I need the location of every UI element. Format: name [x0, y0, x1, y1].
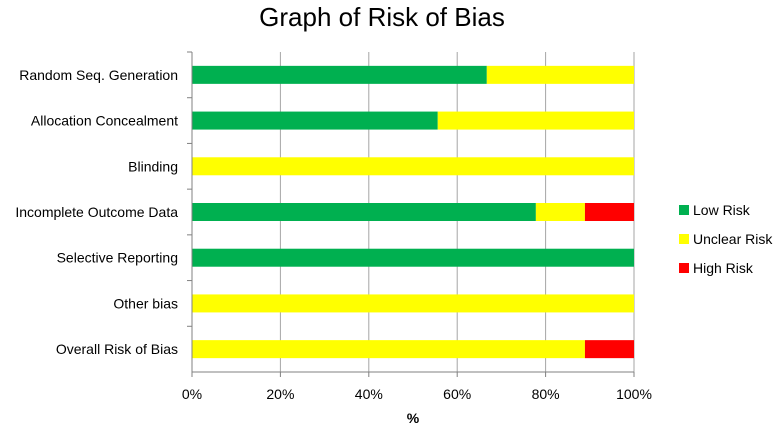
category-label: Selective Reporting — [57, 250, 178, 266]
category-label: Allocation Concealment — [31, 113, 178, 129]
x-tick-labels: 0% 20% 40% 60% 80% 100% — [182, 386, 652, 402]
legend-swatch — [679, 234, 689, 244]
bars — [192, 65, 634, 359]
x-tick-label: 20% — [266, 386, 294, 402]
x-tick-label: 100% — [616, 386, 652, 402]
bar-segment — [192, 340, 585, 359]
x-tick-label: 40% — [355, 386, 383, 402]
bar-segment — [192, 111, 438, 130]
bar-segment — [192, 203, 536, 221]
category-label: Blinding — [128, 158, 178, 174]
category-label: Random Seq. Generation — [19, 67, 178, 83]
x-tick-label: 0% — [182, 386, 202, 402]
bar-segment — [192, 65, 487, 84]
bar-segment — [486, 65, 634, 84]
legend-label: Low Risk — [693, 202, 751, 218]
x-axis-label: % — [407, 410, 420, 426]
category-label: Other bias — [113, 295, 178, 311]
bar-segment — [535, 203, 585, 221]
bar-segment — [584, 203, 634, 221]
category-labels: Random Seq. Generation Allocation Conceal… — [15, 67, 178, 357]
category-label: Incomplete Outcome Data — [15, 204, 178, 220]
legend: Low Risk Unclear Risk High Risk — [679, 202, 773, 276]
chart-title: Graph of Risk of Bias — [259, 2, 505, 32]
legend-label: Unclear Risk — [693, 231, 773, 247]
legend-label: High Risk — [693, 260, 754, 276]
bar-segment — [437, 111, 634, 130]
bar-segment — [584, 340, 634, 359]
category-label: Overall Risk of Bias — [56, 341, 178, 357]
bar-segment — [192, 294, 634, 313]
legend-swatch — [679, 205, 689, 215]
bar-segment — [192, 248, 634, 267]
x-tick-label: 60% — [443, 386, 471, 402]
bar-segment — [192, 157, 634, 176]
x-tick-label: 80% — [532, 386, 560, 402]
legend-swatch — [679, 263, 689, 273]
